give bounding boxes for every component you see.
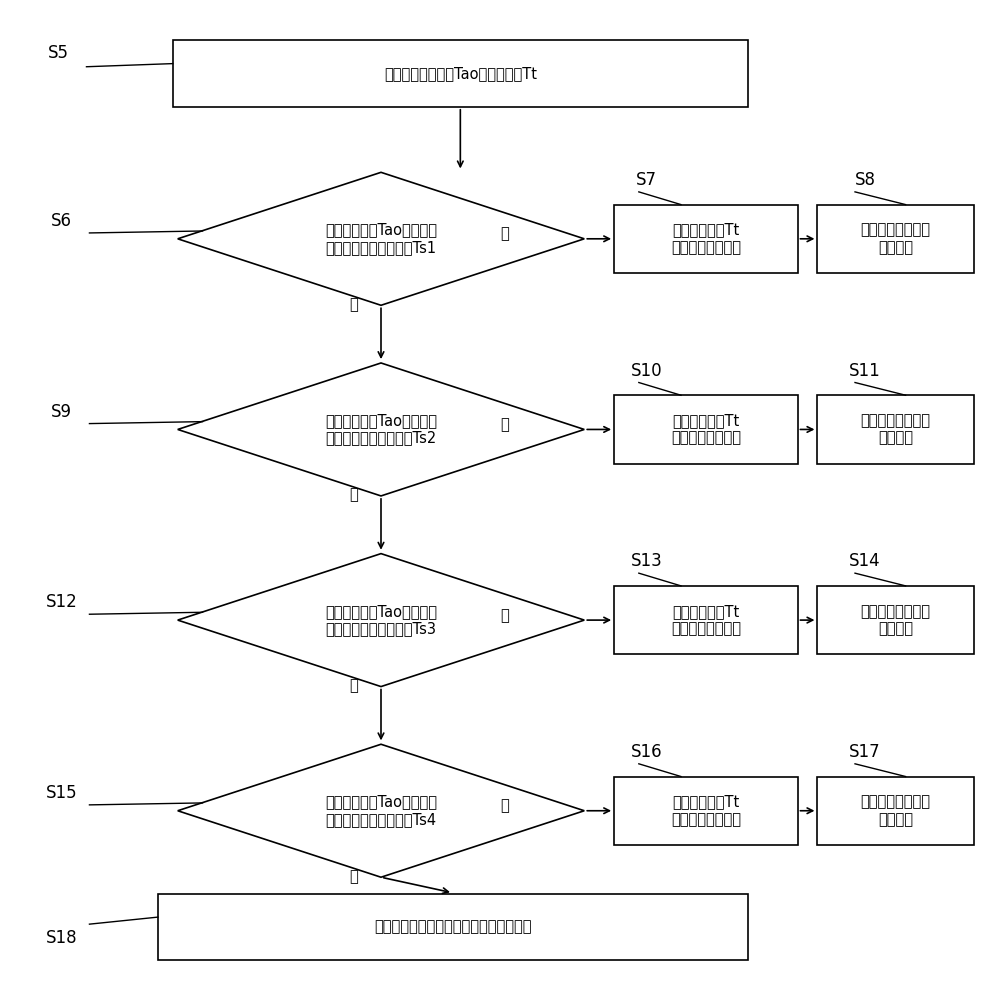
Polygon shape xyxy=(178,744,584,878)
Polygon shape xyxy=(178,173,584,306)
Text: S16: S16 xyxy=(631,743,663,761)
Text: 是: 是 xyxy=(501,417,509,432)
Text: 实际环境温度Tao是否大于
第二环境温度区间端值Ts2: 实际环境温度Tao是否大于 第二环境温度区间端值Ts2 xyxy=(325,413,437,446)
Text: 实际环境温度Tao是否大于
第三环境温度区间端值Ts3: 实际环境温度Tao是否大于 第三环境温度区间端值Ts3 xyxy=(325,603,437,636)
Text: S8: S8 xyxy=(854,172,875,189)
Text: S11: S11 xyxy=(849,362,881,380)
Text: 冷水机组基于手动设置的水温设定值工作: 冷水机组基于手动设置的水温设定值工作 xyxy=(374,920,532,935)
Text: 否: 否 xyxy=(349,678,358,693)
Text: 否: 否 xyxy=(349,487,358,503)
Text: 实际环境温度Tao是否大于
第一环境温度区间端值Ts1: 实际环境温度Tao是否大于 第一环境温度区间端值Ts1 xyxy=(325,223,437,255)
Text: 自动选择对应的水
温设定值: 自动选择对应的水 温设定值 xyxy=(861,603,931,636)
FancyBboxPatch shape xyxy=(817,204,974,273)
Text: 判断实际时间Tt
所落入的时间区间: 判断实际时间Tt 所落入的时间区间 xyxy=(671,223,741,255)
Text: S13: S13 xyxy=(631,552,663,571)
Text: 否: 否 xyxy=(349,297,358,312)
Polygon shape xyxy=(178,553,584,686)
Text: 判断实际时间Tt
所落入的时间区间: 判断实际时间Tt 所落入的时间区间 xyxy=(671,603,741,636)
Text: S6: S6 xyxy=(51,212,72,230)
Text: 判断实际时间Tt
所落入的时间区间: 判断实际时间Tt 所落入的时间区间 xyxy=(671,413,741,446)
FancyBboxPatch shape xyxy=(614,395,798,463)
Text: S14: S14 xyxy=(849,552,881,571)
Text: 自动选择对应的水
温设定值: 自动选择对应的水 温设定值 xyxy=(861,223,931,255)
Text: 自动选择对应的水
温设定值: 自动选择对应的水 温设定值 xyxy=(861,795,931,827)
FancyBboxPatch shape xyxy=(614,777,798,845)
Text: S12: S12 xyxy=(46,594,78,611)
FancyBboxPatch shape xyxy=(614,204,798,273)
Text: 判断实际时间Tt
所落入的时间区间: 判断实际时间Tt 所落入的时间区间 xyxy=(671,795,741,827)
Text: S9: S9 xyxy=(51,403,72,421)
Text: S10: S10 xyxy=(631,362,663,380)
Text: S18: S18 xyxy=(46,929,77,947)
Text: S5: S5 xyxy=(48,44,69,62)
Text: 自动选择对应的水
温设定值: 自动选择对应的水 温设定值 xyxy=(861,413,931,446)
FancyBboxPatch shape xyxy=(614,586,798,655)
Text: S15: S15 xyxy=(46,784,77,803)
Text: 是: 是 xyxy=(501,607,509,623)
Text: 是: 是 xyxy=(501,799,509,813)
FancyBboxPatch shape xyxy=(173,40,748,106)
FancyBboxPatch shape xyxy=(817,395,974,463)
Text: 否: 否 xyxy=(349,869,358,883)
Text: S17: S17 xyxy=(849,743,881,761)
Text: 实际环境温度Tao是否大于
第四环境温度区间端值Ts4: 实际环境温度Tao是否大于 第四环境温度区间端值Ts4 xyxy=(325,795,437,827)
FancyBboxPatch shape xyxy=(817,586,974,655)
Text: 测量实际环境温度Tao和实际时间Tt: 测量实际环境温度Tao和实际时间Tt xyxy=(384,66,537,81)
Text: S7: S7 xyxy=(636,172,657,189)
FancyBboxPatch shape xyxy=(158,894,748,960)
Polygon shape xyxy=(178,363,584,496)
Text: 是: 是 xyxy=(501,227,509,242)
FancyBboxPatch shape xyxy=(817,777,974,845)
